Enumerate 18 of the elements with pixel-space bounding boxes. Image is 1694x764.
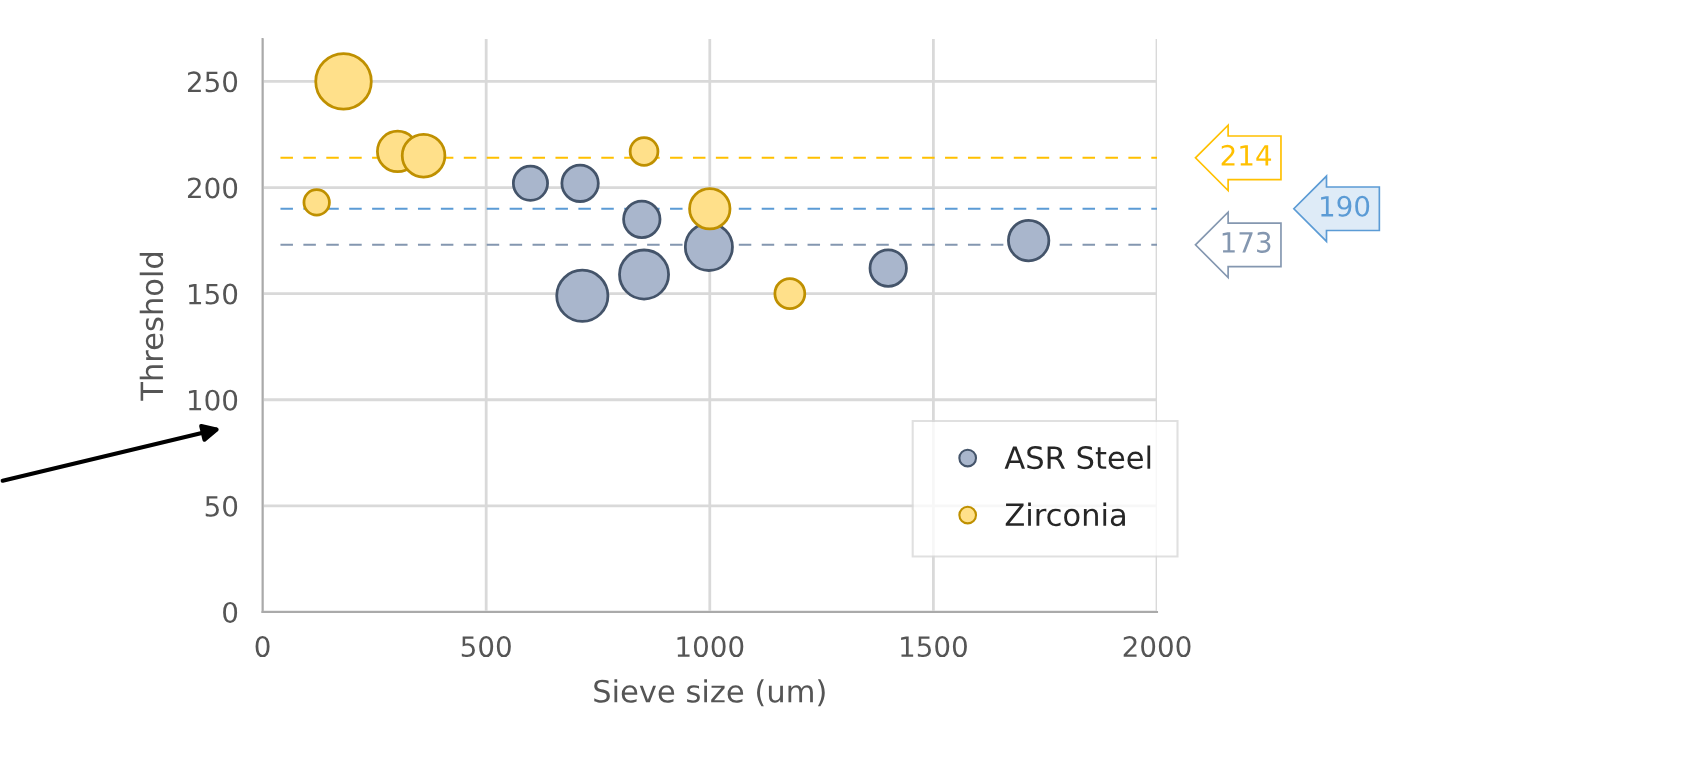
x-tick-label: 1000 (677, 636, 744, 658)
y-tick-label: 0 (223, 601, 238, 623)
y-tick-label: 50 (205, 495, 238, 517)
ref-line-label: 214 (1221, 144, 1272, 166)
x-tick-label: 1500 (901, 636, 967, 658)
x-tick-label: 500 (461, 636, 511, 658)
ref-line-label: 173 (1222, 231, 1271, 253)
x-tick-label: 0 (255, 636, 270, 658)
x-tick-label: 2000 (1123, 636, 1191, 658)
ref-line-label: 190 (1321, 195, 1370, 217)
y-tick-label: 100 (188, 389, 238, 411)
y-tick-label: 250 (187, 71, 238, 93)
x-axis-title: Sieve size (um) (594, 679, 825, 707)
legend-label: Zirconia (1005, 502, 1125, 527)
y-axis-title: Threshold (139, 252, 164, 401)
legend-label: ASR Steel (1004, 445, 1151, 470)
y-tick-label: 150 (188, 283, 238, 305)
y-tick-label: 200 (187, 177, 238, 199)
